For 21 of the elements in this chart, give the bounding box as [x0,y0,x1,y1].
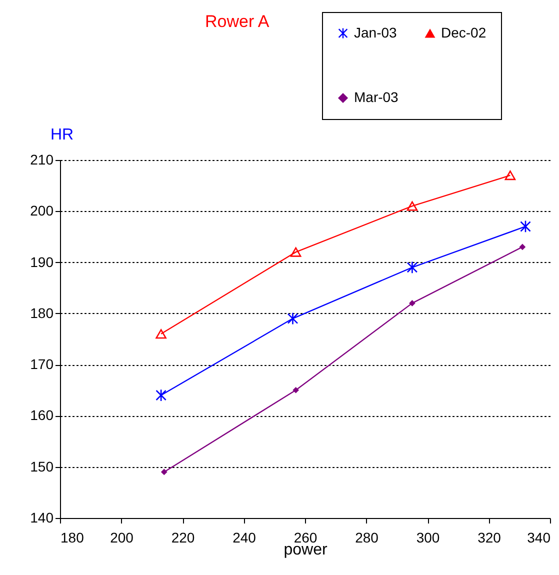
x-tick-label: 240 [232,530,256,546]
y-tick-label: 190 [30,254,54,270]
y-tick-label: 180 [30,304,54,321]
x-tick-label: 340 [527,530,551,546]
x-tick-label: 280 [355,530,379,546]
y-tick-label: 170 [30,356,54,372]
y-tick-label: 210 [30,152,54,168]
x-tick-label: 180 [60,530,84,546]
x-tick-label: 320 [478,530,502,546]
legend-label: Mar-03 [354,89,399,105]
y-tick-label: 150 [30,458,54,474]
legend-label: Jan-03 [354,24,398,40]
chart-title: Rower A [205,12,270,32]
x-tick-label: 300 [416,530,440,546]
legend-label: Dec-02 [441,24,486,40]
x-tick-label: 220 [171,530,195,546]
y-tick-label: 160 [30,407,54,424]
y-axis-title: HR [50,126,74,144]
y-tick-label: 200 [30,202,54,219]
x-tick-label: 200 [110,530,134,546]
y-tick-label: 140 [30,510,54,526]
